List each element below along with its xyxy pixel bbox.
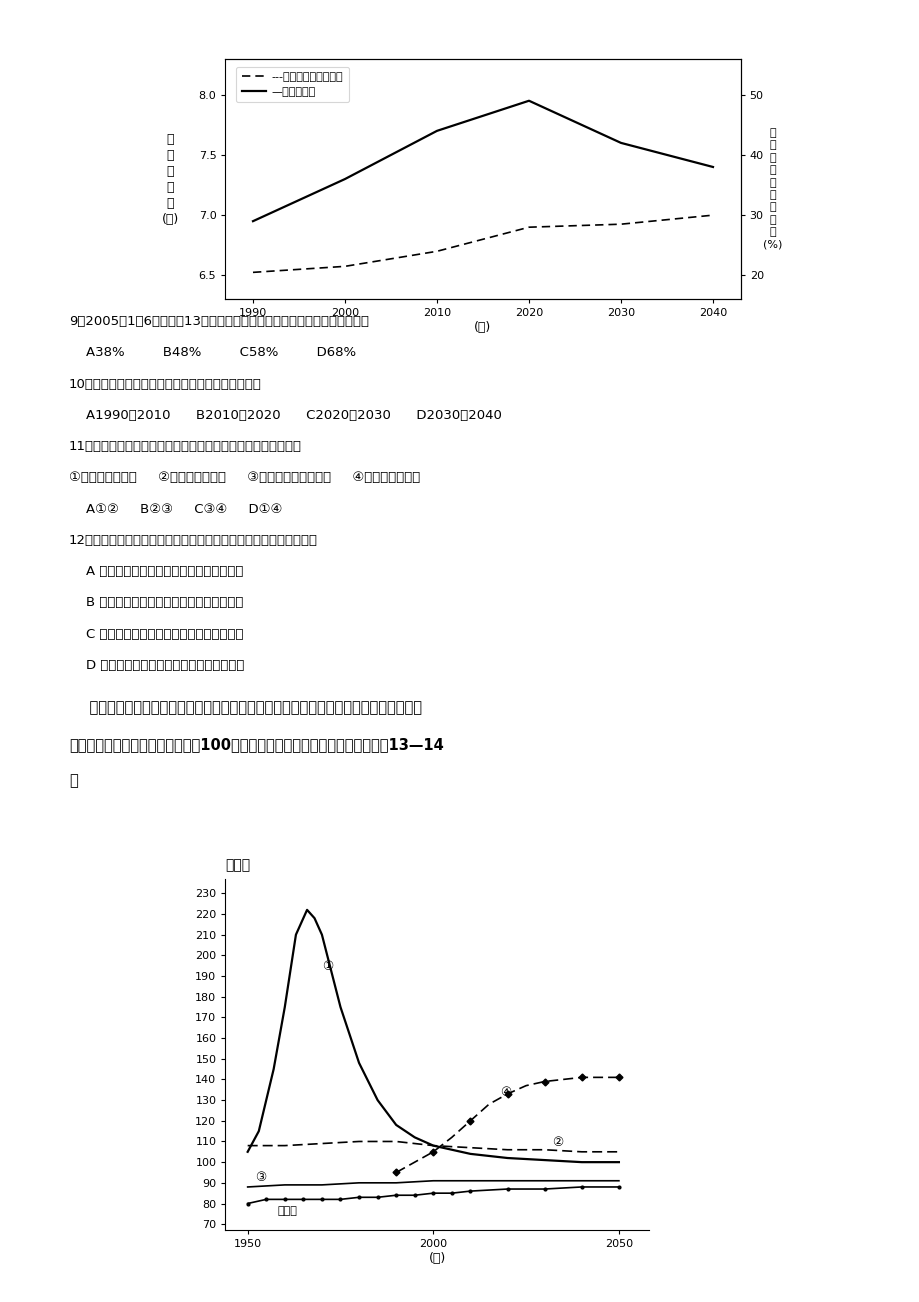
- Text: 10．图中所示我国老年劳动力人口增长最快的时期是: 10．图中所示我国老年劳动力人口增长最快的时期是: [69, 378, 262, 391]
- X-axis label: (年): (年): [474, 322, 491, 335]
- Text: C 城市等级越低，数目越少，服务范围越大: C 城市等级越低，数目越少，服务范围越大: [69, 628, 244, 641]
- Text: 题: 题: [69, 773, 78, 789]
- Text: ③: ③: [255, 1170, 267, 1184]
- Text: 性别比: 性别比: [225, 858, 250, 872]
- Text: ①: ①: [322, 960, 333, 973]
- Text: B 城市等级越高，数目越少，服务范围越小: B 城市等级越高，数目越少，服务范围越小: [69, 596, 244, 609]
- X-axis label: (年): (年): [428, 1253, 445, 1266]
- Text: D 城市等级越低，数目越多，服务范围越小: D 城市等级越低，数目越多，服务范围越小: [69, 659, 244, 672]
- Text: ④: ④: [500, 1086, 511, 1099]
- Text: 人口的性别结构是指一个国家或地区男女两性人口数量的比例关系，它通常由性别比这: 人口的性别结构是指一个国家或地区男女两性人口数量的比例关系，它通常由性别比这: [69, 700, 422, 716]
- Legend: ---老年劳动力所占比例, —劳动力人口: ---老年劳动力所占比例, —劳动力人口: [236, 66, 348, 102]
- Text: A①②     B②③     C③④     D①④: A①② B②③ C③④ D①④: [69, 503, 282, 516]
- Text: 劳
动
力
人
口
(亿): 劳 动 力 人 口 (亿): [162, 133, 178, 227]
- Text: 12．下列关于城市等级、数目与服务范围之间关系的表述，正确的是: 12．下列关于城市等级、数目与服务范围之间关系的表述，正确的是: [69, 534, 318, 547]
- Text: A38%         B48%         C58%         D68%: A38% B48% C58% D68%: [69, 346, 356, 359]
- Text: 个指标加以度量。性别比为平均每100个女性所相应的男性人口数量。据此完成13—14: 个指标加以度量。性别比为平均每100个女性所相应的男性人口数量。据此完成13—1…: [69, 737, 443, 753]
- Text: 9．2005年1月6日为中国13亿人口日，此时劳动力人口占总人口的比重约为: 9．2005年1月6日为中国13亿人口日，此时劳动力人口占总人口的比重约为: [69, 315, 369, 328]
- Text: ①农业生产的发展     ②社会分工的促进     ③人们生活条件的改善     ④农村人口的增长: ①农业生产的发展 ②社会分工的促进 ③人们生活条件的改善 ④农村人口的增长: [69, 471, 420, 484]
- Text: 俄罗斯: 俄罗斯: [277, 1206, 297, 1216]
- Text: ②: ②: [551, 1135, 562, 1148]
- Text: 老
年
劳
动
力
所
占
比
例
(%): 老 年 劳 动 力 所 占 比 例 (%): [762, 128, 782, 250]
- Text: A1990～2010      B2010～2020      C2020～2030      D2030～2040: A1990～2010 B2010～2020 C2020～2030 D2030～2…: [69, 409, 502, 422]
- Text: 11．从城市出现的社会文化角度看，城市出现需要的基本条件是: 11．从城市出现的社会文化角度看，城市出现需要的基本条件是: [69, 440, 301, 453]
- Text: A 城市等级越高，数目越多，服务范围越大: A 城市等级越高，数目越多，服务范围越大: [69, 565, 244, 578]
